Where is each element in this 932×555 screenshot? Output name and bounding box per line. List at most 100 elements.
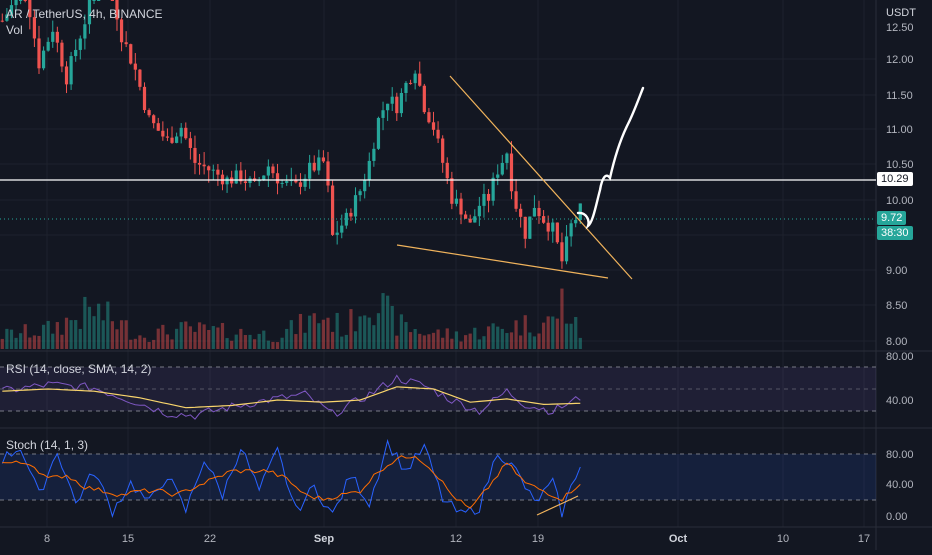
candle-body[interactable] xyxy=(161,130,165,137)
candle-body[interactable] xyxy=(133,63,137,70)
candle-body[interactable] xyxy=(308,162,312,179)
candle-body[interactable] xyxy=(363,180,367,192)
candle-body[interactable] xyxy=(564,236,569,262)
candle-body[interactable] xyxy=(500,162,504,175)
candle-body[interactable] xyxy=(46,41,50,51)
candle-body[interactable] xyxy=(19,0,23,1)
symbol-title[interactable]: AR / TetherUS, 4h, BINANCE xyxy=(6,7,163,21)
candle-body[interactable] xyxy=(37,38,41,69)
candle-body[interactable] xyxy=(454,198,459,204)
candle-body[interactable] xyxy=(64,66,69,85)
candle-body[interactable] xyxy=(491,177,495,201)
candle-body[interactable] xyxy=(418,73,422,86)
candle-body[interactable] xyxy=(436,129,440,139)
candle-body[interactable] xyxy=(124,42,128,45)
candle-body[interactable] xyxy=(110,0,114,1)
candle-body[interactable] xyxy=(234,170,238,184)
candle-body[interactable] xyxy=(459,198,463,215)
candle-body[interactable] xyxy=(142,86,147,111)
candle-body[interactable] xyxy=(32,17,37,39)
candles[interactable] xyxy=(0,0,582,269)
candle-body[interactable] xyxy=(427,112,431,123)
candle-body[interactable] xyxy=(179,127,183,137)
candle-body[interactable] xyxy=(560,242,564,262)
candle-body[interactable] xyxy=(477,205,481,217)
candle-body[interactable] xyxy=(441,138,445,163)
candle-body[interactable] xyxy=(509,153,514,192)
candle-body[interactable] xyxy=(312,162,316,171)
candle-body[interactable] xyxy=(41,50,46,69)
candle-body[interactable] xyxy=(271,166,275,174)
candle-body[interactable] xyxy=(51,31,55,42)
candle-body[interactable] xyxy=(188,138,192,148)
candle-body[interactable] xyxy=(74,49,78,57)
candle-body[interactable] xyxy=(92,0,96,1)
candle-body[interactable] xyxy=(390,96,394,104)
candle-body[interactable] xyxy=(464,214,468,219)
candle-body[interactable] xyxy=(523,216,527,239)
candle-body[interactable] xyxy=(165,136,170,138)
candle-body[interactable] xyxy=(482,193,486,206)
candle-body[interactable] xyxy=(514,191,518,209)
rsi-line[interactable] xyxy=(2,374,581,420)
candle-body[interactable] xyxy=(395,96,399,114)
candle-body[interactable] xyxy=(330,185,335,235)
candle-body[interactable] xyxy=(60,42,64,67)
candle-body[interactable] xyxy=(546,222,550,232)
rsi-label[interactable]: RSI (14, close, SMA, 14, 2) xyxy=(6,362,152,376)
candle-body[interactable] xyxy=(349,212,353,217)
candle-body[interactable] xyxy=(335,232,339,235)
candle-body[interactable] xyxy=(266,166,270,176)
candle-body[interactable] xyxy=(386,103,390,111)
candle-body[interactable] xyxy=(152,115,156,124)
candle-body[interactable] xyxy=(381,110,385,118)
candle-body[interactable] xyxy=(344,212,348,226)
projection-drawing[interactable] xyxy=(576,86,645,230)
candle-body[interactable] xyxy=(175,136,179,143)
candle-body[interactable] xyxy=(87,0,92,25)
candle-body[interactable] xyxy=(468,218,472,223)
candle-body[interactable] xyxy=(431,122,436,130)
candle-body[interactable] xyxy=(532,207,537,217)
rsi-ma-line[interactable] xyxy=(2,386,581,409)
candle-body[interactable] xyxy=(445,162,449,179)
candle-body[interactable] xyxy=(28,0,32,18)
candle-body[interactable] xyxy=(138,69,142,87)
candle-body[interactable] xyxy=(422,85,426,113)
candle-body[interactable] xyxy=(129,44,133,64)
candle-body[interactable] xyxy=(408,82,413,84)
candle-body[interactable] xyxy=(97,0,101,1)
candle-body[interactable] xyxy=(317,157,321,171)
candle-body[interactable] xyxy=(285,181,289,183)
candle-body[interactable] xyxy=(404,82,408,93)
volume-label[interactable]: Vol xyxy=(6,23,23,37)
candle-body[interactable] xyxy=(262,175,266,181)
candle-body[interactable] xyxy=(23,0,27,1)
candle-body[interactable] xyxy=(486,193,491,201)
candle-body[interactable] xyxy=(239,170,243,182)
candle-body[interactable] xyxy=(399,92,403,114)
candle-body[interactable] xyxy=(340,225,344,233)
candle-body[interactable] xyxy=(78,38,82,50)
candle-body[interactable] xyxy=(519,208,523,217)
candle-body[interactable] xyxy=(574,219,578,224)
candle-body[interactable] xyxy=(298,182,303,187)
candle-body[interactable] xyxy=(243,181,248,184)
candle-body[interactable] xyxy=(303,178,307,187)
candle-body[interactable] xyxy=(528,216,532,239)
candle-body[interactable] xyxy=(413,73,417,84)
candle-body[interactable] xyxy=(569,223,573,237)
candle-body[interactable] xyxy=(193,147,197,163)
candle-body[interactable] xyxy=(83,24,87,39)
candle-body[interactable] xyxy=(119,19,124,43)
candle-body[interactable] xyxy=(197,162,202,165)
candle-body[interactable] xyxy=(505,153,509,163)
candle-body[interactable] xyxy=(5,14,9,21)
candle-body[interactable] xyxy=(372,148,376,161)
candle-body[interactable] xyxy=(216,169,220,175)
candle-body[interactable] xyxy=(367,160,371,181)
candle-body[interactable] xyxy=(156,123,160,131)
candle-body[interactable] xyxy=(275,173,280,184)
candle-body[interactable] xyxy=(170,137,174,143)
